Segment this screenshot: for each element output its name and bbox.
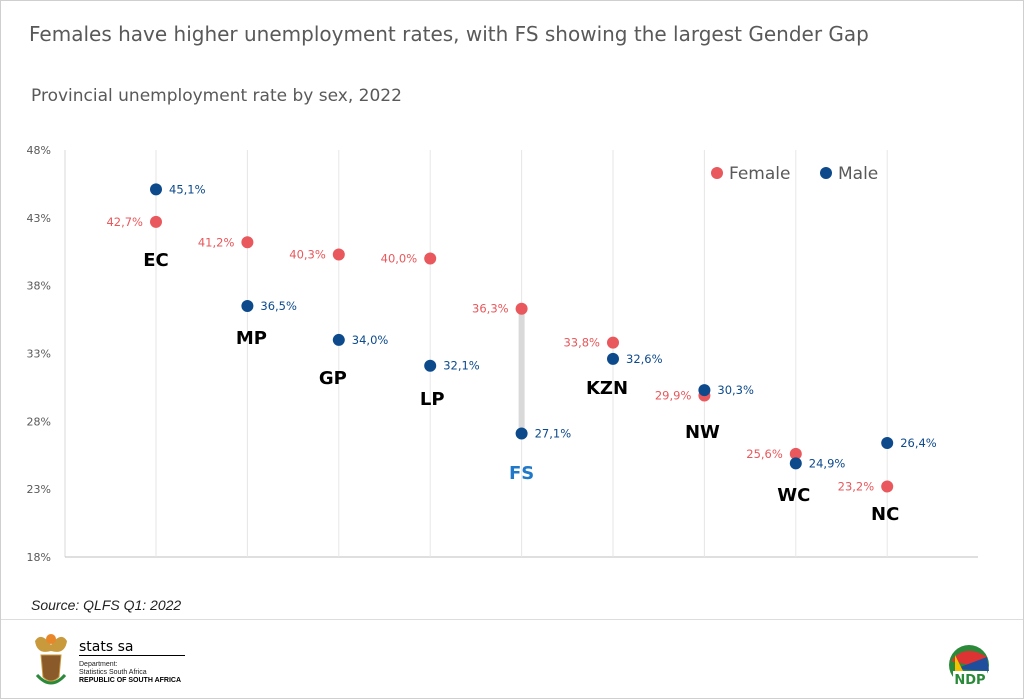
- category-label: WC: [777, 485, 810, 506]
- category-label: LP: [420, 389, 445, 410]
- y-tick-label: 23%: [27, 483, 51, 496]
- male-point: [698, 384, 711, 397]
- y-tick-label: 38%: [27, 280, 51, 293]
- svg-text:NDP: NDP: [954, 673, 985, 687]
- male-data-label: 36,5%: [260, 299, 297, 313]
- female-point: [515, 302, 528, 315]
- female-point: [241, 236, 254, 249]
- female-data-label: 25,6%: [746, 447, 783, 461]
- category-label: KZN: [586, 378, 628, 399]
- chart-title: Females have higher unemployment rates, …: [29, 22, 869, 46]
- male-point: [332, 333, 345, 346]
- female-data-label: 41,2%: [198, 235, 235, 249]
- female-point: [789, 447, 802, 460]
- male-data-label: 30,3%: [717, 383, 754, 397]
- male-data-label: 24,9%: [809, 456, 846, 470]
- logo-line1: Department:: [79, 661, 118, 668]
- logo-line3: REPUBLIC OF SOUTH AFRICA: [79, 677, 182, 684]
- category-label: EC: [143, 250, 169, 271]
- female-data-label: 23,2%: [838, 479, 875, 493]
- female-data-label: 40,0%: [381, 252, 418, 266]
- female-point: [881, 480, 894, 493]
- male-point: [241, 300, 254, 313]
- female-data-label: 40,3%: [289, 247, 326, 261]
- male-point: [789, 457, 802, 470]
- category-label: GP: [319, 368, 347, 389]
- female-data-label: 33,8%: [563, 336, 600, 350]
- y-tick-label: 33%: [27, 348, 51, 361]
- female-point: [607, 336, 619, 349]
- legend-marker-female: [711, 167, 723, 179]
- male-data-label: 45,1%: [169, 182, 206, 196]
- chart-subtitle: Provincial unemployment rate by sex, 202…: [31, 86, 402, 106]
- male-point: [150, 183, 162, 196]
- male-point: [515, 427, 528, 440]
- source-note: Source: QLFS Q1: 2022: [31, 597, 182, 613]
- female-point: [150, 215, 162, 228]
- male-data-label: 27,1%: [535, 427, 572, 441]
- legend-marker-male: [820, 167, 832, 179]
- logo-line2: Statistics South Africa: [79, 669, 147, 676]
- y-tick-label: 48%: [27, 144, 51, 157]
- y-tick-label: 43%: [27, 212, 51, 225]
- y-tick-label: 28%: [27, 415, 51, 428]
- male-data-label: 32,6%: [626, 352, 663, 366]
- male-point: [881, 437, 894, 450]
- female-data-label: 29,9%: [655, 389, 692, 403]
- category-label: FS: [509, 463, 534, 484]
- male-point: [424, 359, 437, 372]
- male-data-label: 26,4%: [900, 436, 937, 450]
- legend-label-male: Male: [838, 164, 878, 184]
- female-point: [332, 248, 345, 261]
- male-point: [607, 352, 619, 365]
- stats-sa-logo: stats sa Department: Statistics South Af…: [31, 629, 201, 693]
- male-data-label: 34,0%: [352, 333, 389, 347]
- male-data-label: 32,1%: [443, 359, 480, 373]
- logo-name: stats sa: [79, 639, 185, 656]
- female-data-label: 42,7%: [106, 215, 143, 229]
- category-label: NW: [685, 422, 720, 443]
- scatter-chart: 18% 23% 28% 33% 38% 43% 48% EC MP GP LP FS KZN NW WC NC…: [27, 144, 978, 564]
- category-label: NC: [871, 504, 899, 525]
- y-tick-label: 18%: [27, 551, 51, 564]
- legend-label-female: Female: [729, 164, 790, 184]
- ndp-logo: NDP: [949, 645, 989, 687]
- coat-of-arms-icon: [35, 634, 67, 685]
- female-point: [424, 252, 437, 265]
- category-label: MP: [236, 328, 267, 349]
- divider: [1, 619, 1023, 620]
- female-data-label: 36,3%: [472, 302, 509, 316]
